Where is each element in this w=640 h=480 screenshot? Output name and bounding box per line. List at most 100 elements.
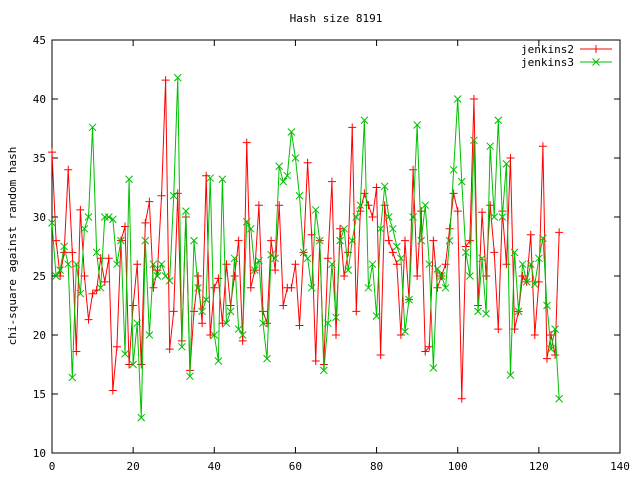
marker [108,386,117,395]
marker [149,260,158,269]
marker [453,95,462,103]
marker [417,207,426,216]
marker [173,73,182,82]
marker [299,248,308,257]
marker [388,248,397,257]
marker [222,319,231,328]
marker [526,230,535,239]
marker [210,331,219,339]
marker [109,215,117,224]
marker [425,260,434,269]
x-tick-label: 20 [127,460,140,473]
marker [258,307,267,316]
marker [165,276,174,285]
marker [177,342,186,351]
marker [287,128,296,136]
marker [319,366,328,375]
marker [555,394,563,403]
marker [470,136,478,145]
marker [352,213,361,221]
y-tick-label: 45 [33,34,46,47]
marker [551,325,559,333]
marker [429,364,438,372]
marker [254,201,263,210]
marker [542,354,551,363]
marker [133,260,142,269]
marker [149,283,158,292]
marker [384,213,393,221]
marker [498,213,507,221]
marker [52,272,60,280]
x-tick-label: 80 [370,460,383,473]
marker [238,336,247,345]
marker [129,301,138,310]
marker [226,307,235,316]
marker [84,213,93,221]
marker [344,266,353,274]
marker [592,58,600,66]
marker [522,278,531,286]
marker [530,331,539,339]
marker [198,319,207,328]
marker [311,206,320,214]
marker [380,182,389,191]
legend-label: jenkins3 [521,56,574,69]
marker [384,236,393,245]
marker [295,191,304,200]
marker [242,217,251,226]
marker [465,236,474,245]
marker [421,347,430,356]
marker [88,123,97,132]
marker [60,248,69,257]
marker [275,162,284,171]
marker [360,116,369,125]
marker [92,286,101,295]
marker [328,260,336,269]
marker [104,254,113,263]
y-tick-label: 40 [33,93,46,106]
marker [441,283,450,292]
marker [372,312,381,320]
marker [433,265,442,273]
marker [311,356,320,365]
y-axis-label: chi-square against random hash [6,147,19,346]
marker [295,321,304,330]
marker [482,309,490,318]
marker [206,174,215,182]
marker [437,272,446,280]
marker [518,260,527,269]
marker [173,189,182,198]
marker [461,248,470,257]
marker [279,177,288,186]
marker [348,123,357,132]
marker [486,142,495,151]
marker [327,177,336,186]
marker [121,350,129,358]
marker [360,189,369,198]
marker [291,260,300,269]
marker [421,201,430,210]
marker [490,213,499,221]
marker [506,371,515,379]
marker [267,236,276,245]
marker [392,260,401,269]
marker [409,213,417,221]
marker [251,266,259,274]
marker [271,266,280,275]
marker [190,307,198,316]
marker [372,183,381,192]
marker [242,138,251,147]
marker [336,224,345,233]
marker [56,272,65,280]
marker [352,307,361,316]
marker [364,283,373,292]
marker [413,272,422,280]
marker [510,248,519,257]
marker [340,224,348,233]
marker [206,331,215,339]
marker [539,234,547,243]
marker [68,373,77,382]
marker [218,319,227,328]
marker [340,272,349,280]
